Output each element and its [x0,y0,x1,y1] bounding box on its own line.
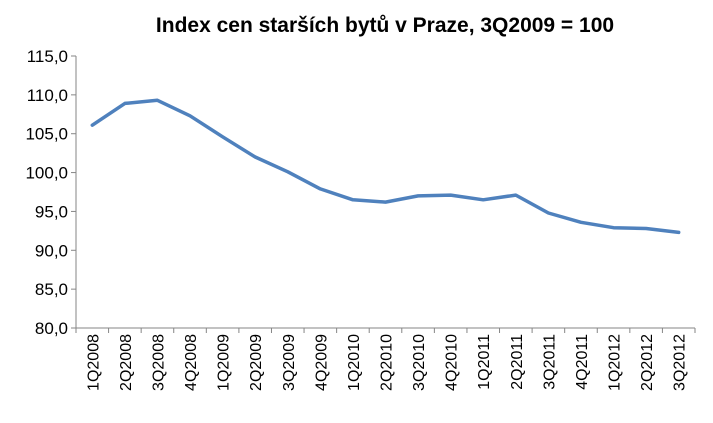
x-tick-label: 3Q2011 [541,334,558,390]
x-tick-label: 1Q2011 [476,334,493,390]
x-tick-label: 4Q2011 [574,334,591,390]
x-tick-label: 1Q2010 [346,334,363,391]
x-tick-label: 4Q2010 [444,334,461,391]
x-tick-label: 2Q2008 [118,334,135,391]
x-tick-label: 1Q2009 [216,334,233,391]
y-tick-label: 115,0 [27,47,68,66]
x-tick-label: 3Q2010 [411,334,428,391]
chart-title: Index cen starších bytů v Praze, 3Q2009 … [156,14,614,37]
x-tick-label: 4Q2008 [183,334,200,391]
y-tick-label: 95,0 [35,202,68,221]
x-tick-label: 3Q2008 [150,334,167,391]
y-tick-label: 105,0 [25,125,68,144]
y-tick-label: 110,0 [27,86,68,105]
y-tick-label: 100,0 [25,164,68,183]
x-tick-label: 1Q2008 [85,334,102,391]
x-tick-label: 2Q2010 [379,334,396,391]
x-tick-label: 4Q2009 [313,334,330,391]
x-axis-ticks: 1Q2008 2Q2008 3Q2008 4Q2008 1Q2009 2Q2009 3Q20… [75,328,696,391]
x-tick-label: 3Q2009 [281,334,298,391]
y-tick-label: 85,0 [35,280,68,299]
x-tick-label: 3Q2012 [672,334,689,391]
y-tick-label: 90,0 [35,241,68,260]
x-tick-label: 1Q2012 [607,334,624,391]
series-line [90,98,681,235]
x-tick-label: 2Q2009 [248,334,265,391]
y-axis-ticks: 80,0 85,0 90,0 95,0 100,0 105,0 110,0 115,0 [25,47,76,338]
x-tick-label: 2Q2011 [509,334,526,390]
x-tick-label: 2Q2012 [639,334,656,391]
y-tick-label: 80,0 [35,319,68,338]
